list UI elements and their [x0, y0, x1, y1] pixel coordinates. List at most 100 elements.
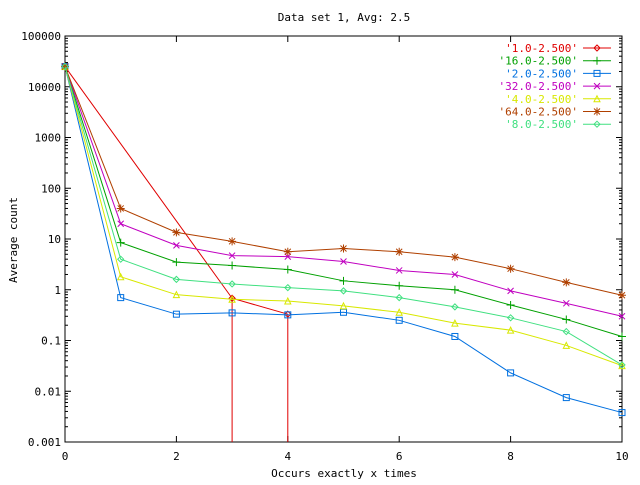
- data-point: [172, 290, 181, 299]
- data-point: [284, 311, 292, 319]
- data-point: [117, 220, 125, 228]
- legend-marker: [593, 44, 601, 52]
- y-tick-label: 0.1: [41, 335, 61, 348]
- data-point: [228, 294, 236, 302]
- y-tick-label: 1000: [35, 132, 62, 145]
- data-point: [506, 301, 515, 310]
- legend-label: '8.0-2.500': [505, 118, 578, 131]
- data-point: [284, 253, 292, 260]
- legend-label: '4.0-2.500': [505, 93, 578, 106]
- data-point: [283, 247, 292, 256]
- data-point: [228, 280, 236, 288]
- legend-marker: [593, 69, 601, 77]
- data-point: [395, 308, 404, 316]
- x-tick-label: 6: [396, 450, 403, 463]
- legend-label: '64.0-2.500': [499, 106, 578, 119]
- data-point: [506, 264, 515, 273]
- data-point: [116, 204, 125, 213]
- data-point: [451, 271, 459, 278]
- axes-group: 0.001 0.01 0.1 1 10 100 1000 10000 100000 0 2 4 6 8 10: [21, 30, 628, 463]
- legend-label: '16.0-2.500': [499, 55, 578, 68]
- data-point: [562, 299, 570, 307]
- data-point: [507, 287, 514, 295]
- data-point: [618, 332, 626, 341]
- series-5: [61, 62, 626, 300]
- data-point: [228, 309, 236, 317]
- series-line: [64, 66, 623, 366]
- data-point: [228, 237, 237, 246]
- data-point: [395, 316, 403, 324]
- data-point: [172, 258, 181, 267]
- data-point: [506, 326, 515, 334]
- data-point: [173, 241, 180, 249]
- data-point: [61, 62, 69, 71]
- x-tick-label: 4: [284, 450, 291, 463]
- y-tick-label: 10: [48, 233, 61, 246]
- y-tick-label: 100000: [21, 30, 61, 43]
- data-point: [116, 255, 125, 263]
- y-tick-label: 10000: [28, 81, 61, 94]
- data-point: [339, 244, 348, 253]
- series-3: [61, 63, 626, 320]
- series-2: [61, 63, 626, 417]
- data-point: [172, 228, 181, 237]
- data-point: [450, 253, 459, 262]
- series-6: [61, 62, 626, 369]
- legend-marker: [593, 107, 601, 116]
- data-point: [506, 314, 515, 322]
- data-point: [395, 247, 404, 256]
- data-point: [284, 283, 292, 292]
- series-layer: [61, 62, 626, 442]
- series-line: [64, 66, 623, 414]
- data-point: [339, 287, 348, 295]
- x-tick-label: 8: [507, 450, 514, 463]
- x-tick-label: 2: [173, 450, 180, 463]
- data-point: [618, 361, 626, 369]
- data-point: [562, 341, 571, 349]
- legend-label: '1.0-2.500': [505, 42, 578, 55]
- data-point: [618, 291, 626, 300]
- chart-title: Data set 1, Avg: 2.5: [278, 11, 410, 24]
- data-point: [562, 315, 571, 324]
- data-point: [451, 332, 459, 340]
- data-point: [339, 301, 348, 310]
- series-line: [64, 66, 623, 367]
- legend-label: '2.0-2.500': [505, 67, 578, 80]
- series-1: [61, 62, 626, 341]
- data-point: [284, 310, 292, 318]
- x-axis-label: Occurs exactly x times: [271, 467, 417, 480]
- y-tick-label: 0.001: [28, 436, 61, 449]
- data-point: [228, 252, 236, 259]
- y-axis-label: Average count: [7, 197, 20, 283]
- data-point: [117, 294, 125, 302]
- data-point: [61, 62, 69, 71]
- legend: '1.0-2.500''16.0-2.500''2.0-2.500''32.0-…: [499, 42, 611, 131]
- data-point: [562, 394, 570, 402]
- data-point: [451, 303, 459, 311]
- legend-marker: [593, 120, 601, 128]
- data-point: [339, 276, 348, 285]
- x-tick-label: 0: [62, 450, 69, 463]
- data-point: [395, 293, 403, 302]
- data-point: [450, 285, 459, 294]
- data-point: [507, 369, 515, 377]
- legend-marker: [593, 82, 601, 90]
- data-point: [116, 238, 125, 247]
- data-point: [451, 319, 459, 327]
- data-point: [562, 278, 571, 287]
- data-point: [228, 295, 236, 303]
- data-point: [172, 310, 180, 318]
- x-tick-label: 10: [615, 450, 628, 463]
- legend-marker: [593, 94, 601, 103]
- data-point: [618, 409, 626, 417]
- legend-marker: [593, 56, 601, 65]
- legend-label: '32.0-2.500': [499, 80, 578, 93]
- data-point: [228, 261, 237, 270]
- series-0: [61, 62, 292, 442]
- data-point: [340, 258, 347, 265]
- data-point: [395, 267, 403, 274]
- data-point: [395, 281, 404, 290]
- data-point: [618, 312, 626, 320]
